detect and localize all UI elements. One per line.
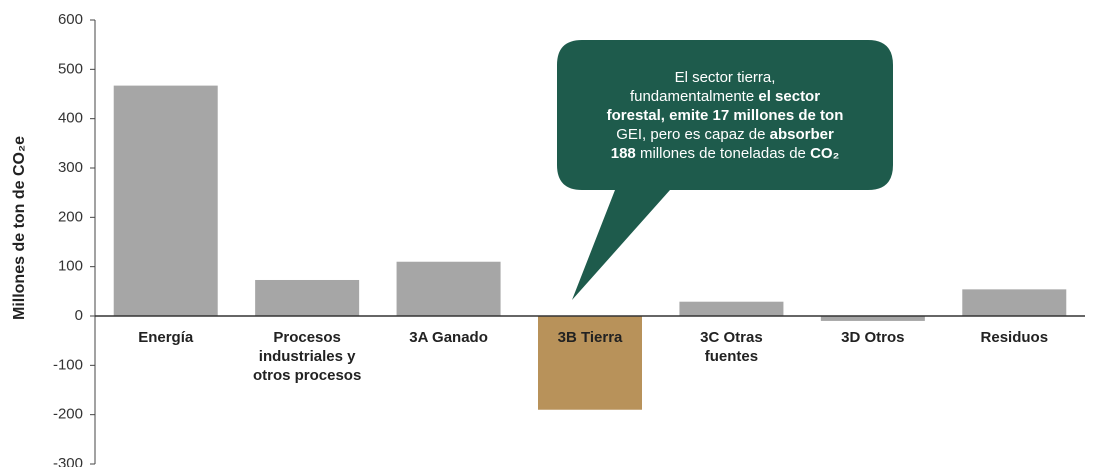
y-tick-label: -300 [53, 455, 83, 467]
callout-line: forestal, emite 17 millones de ton [607, 106, 844, 125]
y-tick-label: -200 [53, 406, 83, 423]
x-tick-label: 3D Otros [841, 329, 904, 346]
bar [962, 289, 1067, 316]
y-tick-label: 100 [58, 258, 83, 275]
bar [113, 85, 218, 316]
callout-text: El sector tierra, fundamentalmente el sec… [557, 40, 893, 190]
y-tick-label: -100 [53, 356, 83, 373]
callout-line: GEI, pero es capaz de absorber [616, 125, 834, 144]
x-tick-label: Energía [138, 329, 194, 346]
callout-run: el sector [758, 87, 821, 105]
callout-shape [557, 40, 893, 300]
y-tick-label: 300 [58, 159, 83, 176]
callout-run: absorber [769, 125, 834, 143]
callout-run: CO₂ [810, 144, 840, 162]
bar [396, 261, 501, 316]
y-tick-label: 500 [58, 60, 83, 77]
callout-line: 188 millones de toneladas de CO₂ [611, 144, 839, 163]
x-tick-label: Residuos [981, 329, 1049, 346]
x-tick-label: 3C Otras fuentes [700, 329, 763, 365]
callout-run: 188 [610, 144, 636, 162]
y-tick-label: 600 [58, 11, 83, 28]
x-tick-label: Procesos industriales y otros procesos [253, 329, 361, 384]
callout-line: El sector tierra, [675, 68, 776, 87]
callout-run: millones de toneladas de [635, 144, 811, 162]
y-tick-label: 400 [58, 110, 83, 127]
x-tick-label: 3A Ganado [409, 329, 488, 346]
callout-run: El sector tierra, [674, 68, 776, 86]
y-axis-label: Millones de ton de CO₂e [11, 136, 28, 320]
bar [255, 279, 360, 316]
callout-run: GEI, pero es capaz de [616, 125, 770, 143]
bar [820, 316, 925, 321]
callout-run: fundamentalmente [629, 87, 759, 105]
bar [679, 301, 784, 316]
callout-line: fundamentalmente el sector [630, 87, 820, 106]
x-tick-label: 3B Tierra [558, 329, 623, 346]
y-tick-label: 0 [75, 307, 83, 324]
bar [538, 316, 642, 410]
callout-run: forestal, emite 17 millones de ton [606, 106, 844, 124]
y-tick-label: 200 [58, 208, 83, 225]
